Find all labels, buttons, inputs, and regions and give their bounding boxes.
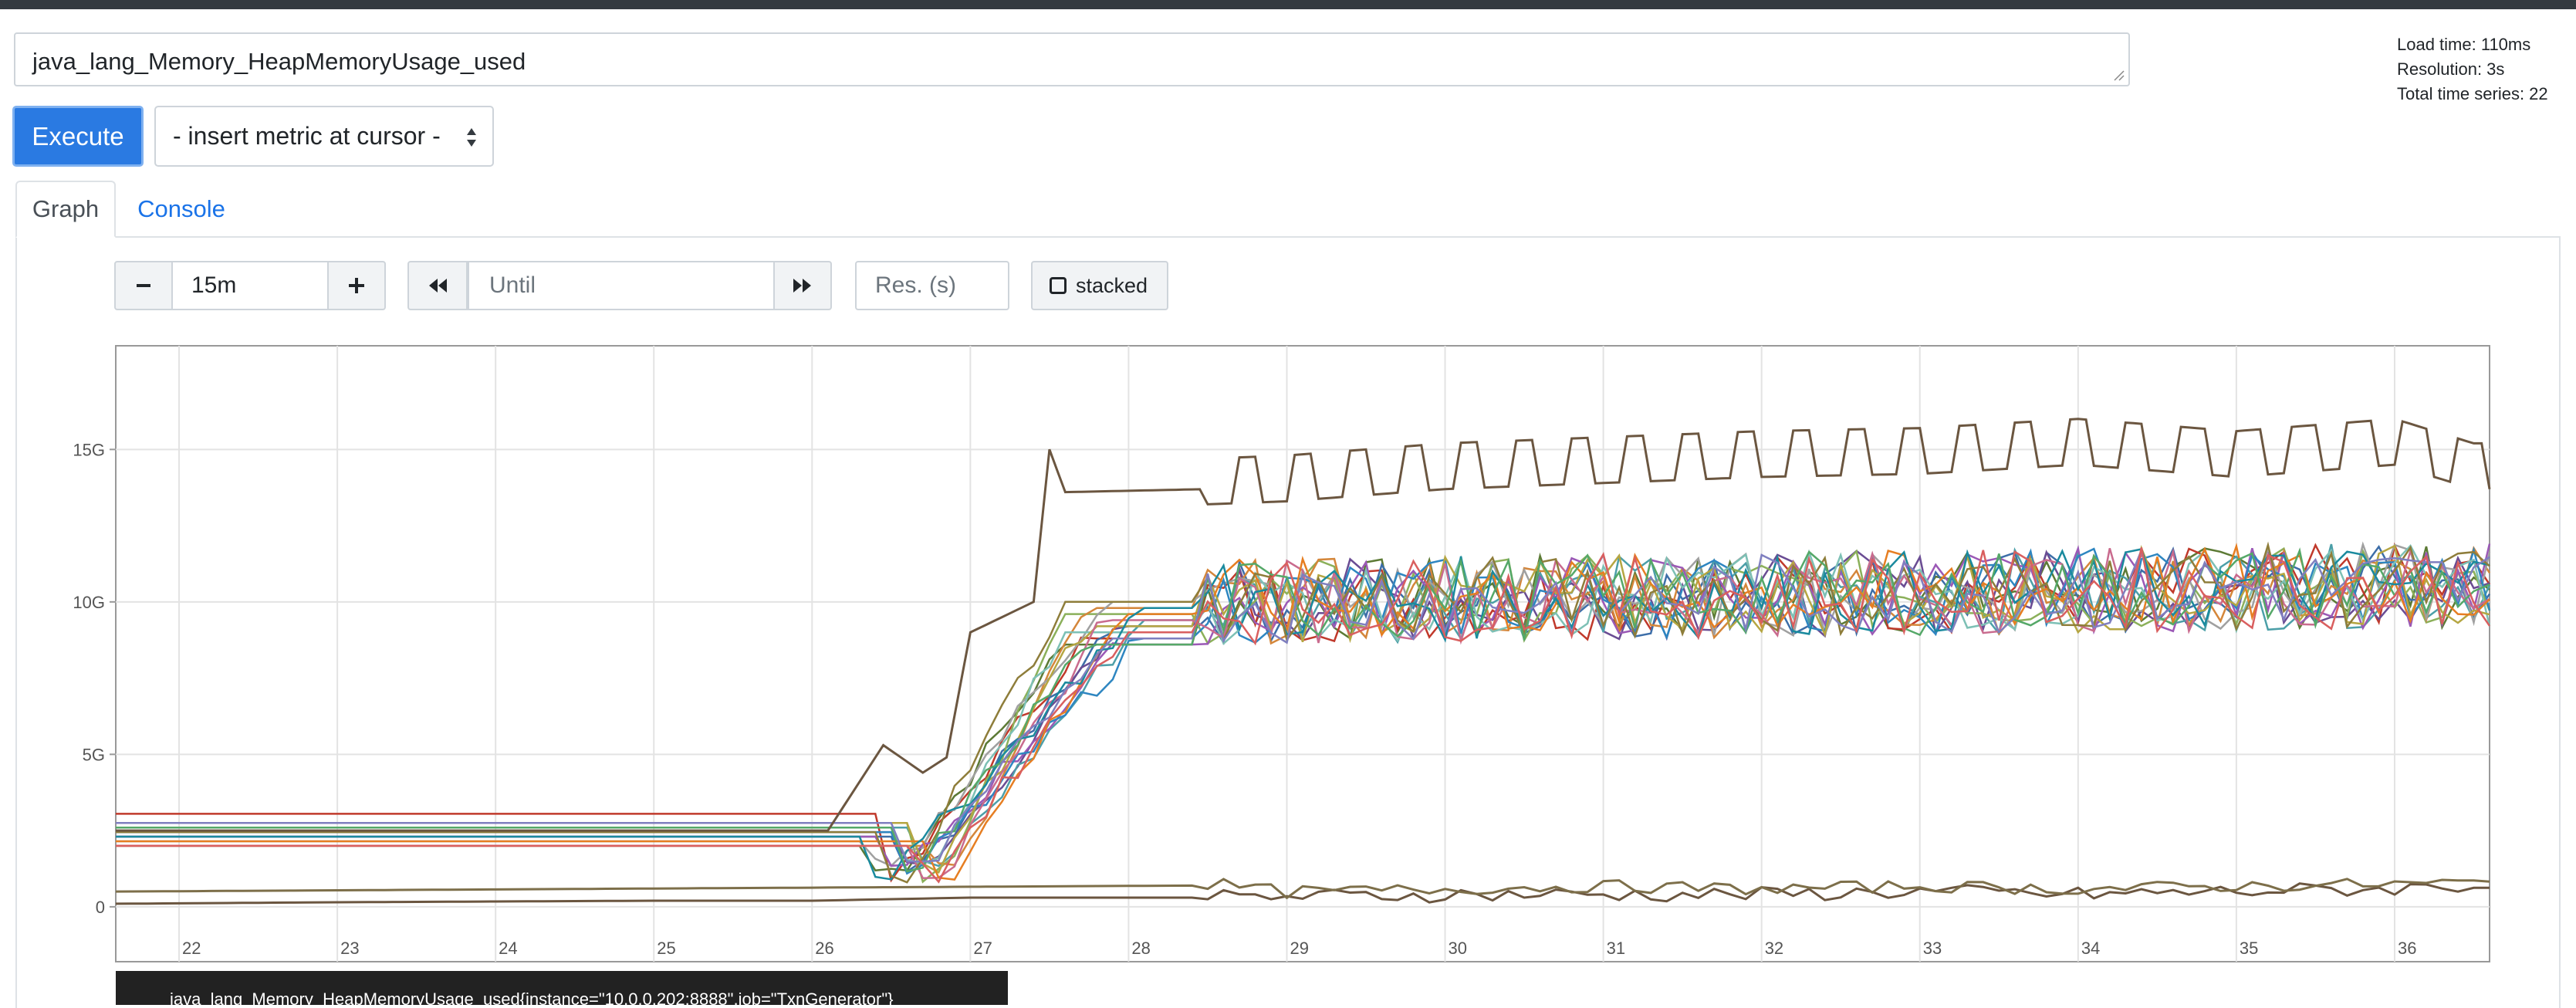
select-arrows-icon [467, 128, 476, 147]
range-input[interactable]: 15m [173, 261, 327, 310]
series-line [116, 547, 2491, 884]
metric-select-value: - insert metric at cursor - [173, 122, 441, 150]
fast-forward-icon [793, 279, 811, 293]
insert-metric-select[interactable]: - insert metric at cursor - [154, 106, 494, 167]
y-tick-label: 5G [83, 745, 105, 764]
y-tick-label: 0 [96, 898, 105, 917]
x-tick-label: 30 [1449, 939, 1467, 958]
resolution: Resolution: 3s [2397, 59, 2505, 79]
tab-console[interactable]: Console [137, 195, 225, 222]
stacked-label: stacked [1076, 273, 1148, 297]
series-line [116, 543, 2490, 881]
series-line-1 [115, 882, 2490, 905]
series-line [116, 548, 2490, 881]
tab-graph[interactable]: Graph [15, 181, 116, 238]
x-tick-label: 36 [2398, 939, 2416, 958]
y-tick-label: 15G [73, 440, 105, 459]
time-back-button[interactable] [407, 261, 468, 310]
x-tick-label: 23 [340, 939, 359, 958]
query-stats: Load time: 110ms Resolution: 3s Total ti… [2397, 32, 2548, 107]
resize-grip-icon[interactable] [2113, 69, 2125, 82]
series-line [116, 547, 2490, 873]
range-decrease-button[interactable] [114, 261, 173, 310]
x-tick-label: 26 [815, 939, 833, 958]
x-tick-label: 34 [2081, 939, 2100, 958]
checkbox-icon [1050, 277, 1067, 294]
until-input[interactable]: Until [468, 261, 775, 310]
x-tick-label: 35 [2240, 939, 2258, 958]
x-tick-label: 33 [1923, 939, 1942, 958]
load-time: Load time: 110ms [2397, 35, 2531, 54]
x-tick-label: 32 [1765, 939, 1783, 958]
graph-tab-panel [15, 236, 2561, 1008]
x-tick-label: 25 [657, 939, 675, 958]
plus-icon [349, 278, 364, 293]
top-navbar [0, 0, 2576, 9]
x-tick-label: 31 [1607, 939, 1625, 958]
range-increase-button[interactable] [327, 261, 386, 310]
series-tooltip: java_lang_Memory_HeapMemoryUsage_used{in… [116, 971, 1008, 1005]
series-line-2 [115, 878, 2490, 900]
total-time-series: Total time series: 22 [2397, 84, 2548, 103]
y-tick-label: 10G [73, 593, 105, 612]
plot-area [115, 345, 2490, 962]
x-tick-label: 28 [1131, 939, 1150, 958]
x-tick-label: 27 [973, 939, 992, 958]
x-tick-label: 24 [499, 939, 517, 958]
minus-icon [137, 284, 150, 287]
expression-text: java_lang_Memory_HeapMemoryUsage_used [32, 48, 526, 75]
resolution-input[interactable]: Res. (s) [855, 261, 1009, 310]
expression-input[interactable]: java_lang_Memory_HeapMemoryUsage_used [14, 32, 2130, 86]
stacked-toggle[interactable]: stacked [1031, 261, 1168, 310]
fast-backward-icon [429, 279, 447, 293]
x-tick-label: 29 [1290, 939, 1308, 958]
execute-button[interactable]: Execute [12, 106, 144, 167]
series-line-0 [116, 418, 2491, 832]
x-tick-label: 22 [182, 939, 201, 958]
time-forward-button[interactable] [773, 261, 832, 310]
series-line [116, 546, 2490, 863]
